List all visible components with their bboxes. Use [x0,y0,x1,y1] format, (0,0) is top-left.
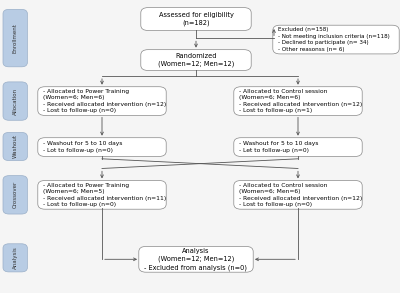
FancyBboxPatch shape [38,180,166,209]
FancyBboxPatch shape [3,9,27,67]
FancyBboxPatch shape [3,244,27,272]
Text: - Allocated to Control session
(Women=6; Men=6)
- Received allocated interventio: - Allocated to Control session (Women=6;… [239,183,362,207]
FancyBboxPatch shape [273,25,399,54]
FancyBboxPatch shape [234,138,362,156]
Text: Assessed for eligibility
(n=182): Assessed for eligibility (n=182) [158,12,234,26]
Text: - Allocated to Power Training
(Women=6; Men=6)
- Received allocated intervention: - Allocated to Power Training (Women=6; … [43,89,166,113]
Text: - Washout for 5 to 10 days
- Lot to follow-up (n=0): - Washout for 5 to 10 days - Lot to foll… [43,142,122,153]
Text: Excluded (n=158)
- Not meeting inclusion criteria (n=118)
- Declined to particip: Excluded (n=158) - Not meeting inclusion… [278,28,390,52]
Text: Allocation: Allocation [13,88,18,115]
Text: Analysis
(Women=12; Men=12)
- Excluded from analysis (n=0): Analysis (Women=12; Men=12) - Excluded f… [144,248,248,270]
Text: - Allocated to Power Training
(Women=6; Men=5)
- Received allocated intervention: - Allocated to Power Training (Women=6; … [43,183,166,207]
FancyBboxPatch shape [3,176,27,214]
FancyBboxPatch shape [38,138,166,156]
Text: Randomized
(Women=12; Men=12): Randomized (Women=12; Men=12) [158,53,234,67]
Text: Washout: Washout [13,134,18,159]
FancyBboxPatch shape [141,8,251,30]
FancyBboxPatch shape [38,87,166,115]
Text: Crossover: Crossover [13,181,18,209]
Text: - Washout for 5 to 10 days
- Let to follow-up (n=0): - Washout for 5 to 10 days - Let to foll… [239,142,318,153]
FancyBboxPatch shape [234,180,362,209]
FancyBboxPatch shape [3,132,27,161]
Text: Enrollment: Enrollment [13,23,18,53]
Text: Analysis: Analysis [13,246,18,269]
FancyBboxPatch shape [234,87,362,115]
FancyBboxPatch shape [3,82,27,120]
FancyBboxPatch shape [139,246,253,272]
FancyBboxPatch shape [141,50,251,70]
Text: - Allocated to Control session
(Women=6; Men=6)
- Received allocated interventio: - Allocated to Control session (Women=6;… [239,89,362,113]
